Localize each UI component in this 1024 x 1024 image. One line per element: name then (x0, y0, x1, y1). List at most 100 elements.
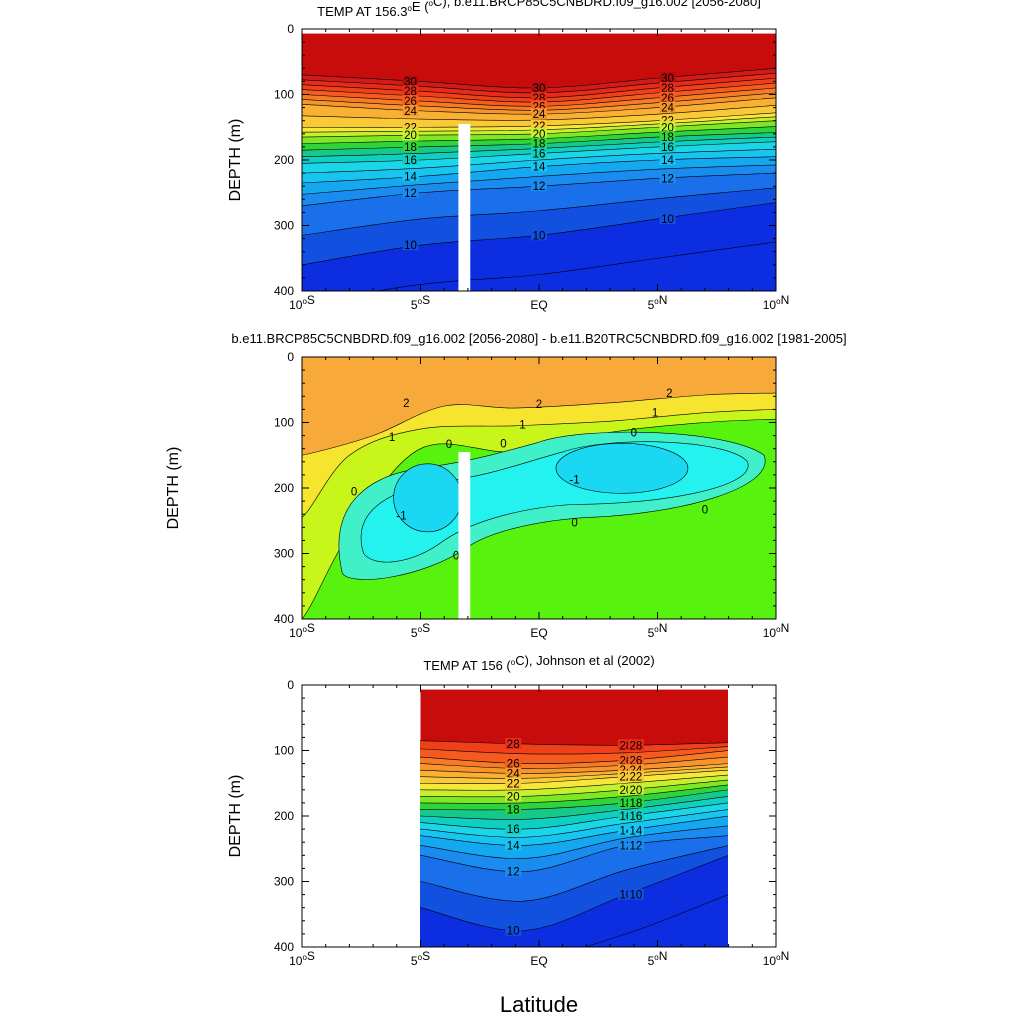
contour-label-bg (531, 100, 547, 112)
contour-label: 20 (507, 791, 520, 803)
contour-label-bg (402, 239, 419, 251)
contour-label: 18 (404, 142, 417, 154)
x-tick-label: 5oN (648, 293, 668, 312)
panel-title: b.e11.BRCP85C5CNBDRD.f09_g16.002 [2056-2… (231, 331, 846, 346)
isotherm-line (420, 835, 728, 873)
panel-title: TEMP AT 156 (oC), Johnson et al (2002) (423, 653, 654, 673)
x-tick-label: 10oN (763, 293, 789, 312)
y-tick-label: 100 (274, 88, 294, 102)
contour-label: 28 (507, 739, 520, 751)
contour-label-bg (505, 823, 522, 835)
contour-label: 2 (666, 388, 672, 400)
contour-label-bg (402, 154, 419, 165)
y-tick-label: 400 (274, 612, 294, 626)
contour-label-bg (402, 85, 419, 97)
isotherm-line (420, 802, 728, 830)
contour-label-bg (617, 839, 634, 851)
y-tick-label: 400 (274, 284, 294, 298)
contour-label-bg (531, 81, 547, 93)
contour-label: 16 (533, 148, 546, 160)
x-tick-label: 10oS (289, 949, 315, 968)
contour-label-bg (659, 154, 676, 165)
contour-label-bg (505, 767, 522, 779)
band-lt-neg-1-north (555, 443, 689, 494)
isotherm-line (420, 774, 728, 791)
contour-label-bg (505, 737, 522, 749)
contour-label: 12 (507, 867, 520, 879)
contour-label: 24 (533, 109, 546, 121)
contour-label: 0 (631, 427, 637, 439)
y-tick-label: 300 (274, 875, 294, 889)
y-tick-label: 400 (274, 940, 294, 954)
isotherm-line (420, 779, 728, 798)
y-axis-label: DEPTH (m) (227, 775, 244, 858)
contour-label-bg (505, 839, 522, 851)
contour-label-bg (659, 212, 676, 224)
contour-label: -1 (396, 511, 406, 523)
isotherm-line (420, 809, 728, 838)
contour-label-bg (659, 72, 676, 84)
panel-title: TEMP AT 156.3oE (oC), b.e11.BRCP85C5CNBD… (317, 0, 761, 19)
isotherm-line (302, 148, 776, 174)
contour-label: -1 (569, 474, 579, 486)
contour-label: 24 (404, 106, 417, 118)
contour-line (302, 392, 776, 456)
panel-1: 3030302828282626262424242222222020201818… (227, 0, 789, 312)
isotherm-line (420, 815, 728, 846)
contour-label: 0 (500, 438, 506, 450)
isotherm-line (420, 756, 728, 769)
contour-label-bg (627, 739, 644, 751)
x-tick-label: EQ (530, 626, 547, 640)
contour-label: 22 (630, 772, 643, 784)
y-axis-label: DEPTH (m) (165, 447, 182, 530)
contour-label-bg (627, 770, 644, 782)
isotherm-line (420, 789, 728, 811)
contour-label-bg (659, 172, 676, 184)
contour-label-bg (531, 108, 547, 120)
contour-label-bg (402, 140, 419, 152)
contour-label: 12 (533, 181, 546, 193)
contour-label-bg (505, 803, 522, 815)
contour-label-bg (627, 824, 644, 836)
contour-label-bg (659, 140, 676, 152)
contour-label: 1 (519, 419, 525, 431)
contour-label: 1 (389, 432, 395, 444)
contour-label: 2 (536, 399, 542, 411)
contour-label-bg (531, 229, 547, 241)
isotherm-band (420, 894, 728, 947)
isotherm-line (420, 766, 728, 779)
contour-label-bg (402, 121, 419, 133)
isotherm-line (375, 241, 776, 291)
isotherm-line (302, 164, 776, 195)
contour-line (302, 409, 776, 518)
contour-label-bg (402, 186, 419, 198)
x-tick-label: 5oN (648, 621, 668, 640)
contour-label-bg (402, 104, 419, 116)
contour-label-bg (531, 160, 547, 172)
contour-label: 28 (630, 740, 643, 752)
y-tick-label: 100 (274, 744, 294, 758)
contour-label: 22 (507, 778, 520, 790)
contour-label: 12 (661, 173, 674, 185)
isotherm-line (420, 746, 728, 755)
contour-label-bg (659, 81, 676, 93)
y-tick-label: 200 (274, 809, 294, 823)
contour-label-bg (531, 91, 547, 103)
missing-data-column (458, 451, 471, 619)
contour-label-bg (659, 101, 676, 113)
missing-data-column (458, 123, 471, 291)
contour-label: 12 (404, 188, 417, 200)
contour-label: 18 (630, 798, 643, 810)
contour-label: 10 (507, 926, 520, 938)
contour-label: 12 (630, 840, 643, 852)
x-tick-label: EQ (530, 298, 547, 312)
isotherm-line (302, 187, 776, 236)
contour-label: 24 (661, 103, 674, 115)
contour-label-bg (402, 170, 419, 182)
x-tick-label: 10oN (763, 621, 789, 640)
contour-label: 18 (507, 804, 520, 816)
contour-label: 0 (571, 518, 577, 530)
contour-label-bg (617, 770, 634, 782)
y-tick-label: 300 (274, 219, 294, 233)
contour-label-bg (617, 810, 634, 821)
